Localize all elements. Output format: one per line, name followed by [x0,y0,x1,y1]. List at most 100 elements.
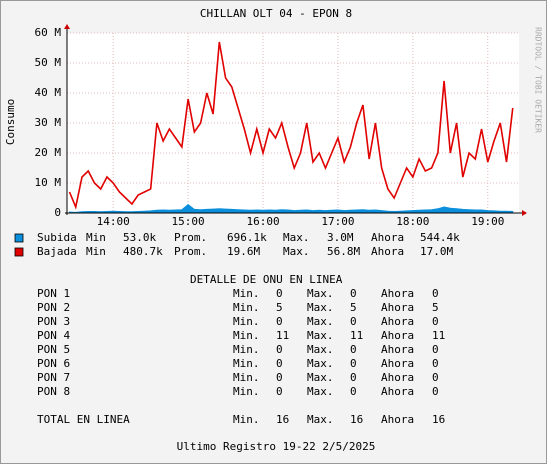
y-tick-label: 60 M [35,26,62,39]
row-value: 0 [350,385,357,398]
row-label: Ahora [381,413,414,426]
row-name: PON 8 [37,385,70,398]
row-value: 16 [350,413,363,426]
legend-stat-value: 480.7k [123,245,163,258]
row-name: PON 1 [37,287,70,300]
row-label: Min. [233,385,260,398]
row-label: Min. [233,413,260,426]
row-value: 0 [432,343,439,356]
row-value: 11 [432,329,445,342]
legend-stat-value: 544.4k [420,231,460,244]
row-label: Max. [307,329,334,342]
legend-stat-value: 3.0M [327,231,354,244]
watermark: RRDTOOL / TOBI OETIKER [534,27,543,133]
row-label: Ahora [381,385,414,398]
row-value: 16 [432,413,445,426]
y-tick-label: 0 [54,206,61,219]
y-tick-label: 20 M [35,146,62,159]
row-value: 0 [432,357,439,370]
legend-label: Bajada [37,245,77,258]
row-value: 0 [276,315,283,328]
legend-stat-value: 53.0k [123,231,156,244]
row-value: 16 [276,413,289,426]
row-label: Min. [233,329,260,342]
row-label: Max. [307,385,334,398]
y-tick-label: 10 M [35,176,62,189]
x-tick-label: 15:00 [172,215,205,228]
y-axis-label: Consumo [4,99,17,145]
row-value: 0 [276,371,283,384]
x-tick-label: 16:00 [246,215,279,228]
row-label: Min. [233,287,260,300]
series-area [68,203,514,214]
row-label: Max. [307,413,334,426]
row-label: Ahora [381,343,414,356]
row-value: 0 [276,385,283,398]
row-value: 0 [276,287,283,300]
row-value: 11 [350,329,363,342]
row-value: 0 [350,287,357,300]
y-tick-label: 50 M [35,56,62,69]
row-value: 5 [432,301,439,314]
legend-stat-label: Prom. [174,231,207,244]
legend-stat-value: 19.6M [227,245,260,258]
row-label: Max. [307,343,334,356]
row-value: 11 [276,329,289,342]
legend-stat-label: Ahora [371,231,404,244]
y-tick-label: 30 M [35,116,62,129]
legend-swatch [14,247,24,257]
row-label: Ahora [381,315,414,328]
chart-title: CHILLAN OLT 04 - EPON 8 [200,7,352,20]
row-label: Max. [307,371,334,384]
x-tick-label: 18:00 [396,215,429,228]
legend-stat-label: Min [86,231,106,244]
row-label: Max. [307,287,334,300]
row-label: Min. [233,371,260,384]
footer: Ultimo Registro 19-22 2/5/2025 [177,440,376,453]
row-value: 0 [276,357,283,370]
row-label: Ahora [381,287,414,300]
row-value: 0 [432,287,439,300]
row-name: TOTAL EN LINEA [37,413,130,426]
legend-stat-value: 696.1k [227,231,267,244]
row-value: 0 [432,385,439,398]
x-axis-arrow [522,210,527,216]
series-line [68,41,514,210]
row-value: 5 [276,301,283,314]
row-value: 0 [350,357,357,370]
row-value: 5 [350,301,357,314]
row-label: Max. [307,315,334,328]
row-value: 0 [432,315,439,328]
row-name: PON 4 [37,329,70,342]
x-tick-label: 17:00 [321,215,354,228]
row-label: Max. [307,301,334,314]
row-value: 0 [276,343,283,356]
detail-title: DETALLE DE ONU EN LINEA [190,273,343,286]
row-name: PON 6 [37,357,70,370]
legend-stat-label: Ahora [371,245,404,258]
row-label: Ahora [381,329,414,342]
legend-label: Subida [37,231,77,244]
row-name: PON 7 [37,371,70,384]
row-label: Ahora [381,301,414,314]
legend-stat-label: Max. [283,231,310,244]
row-label: Min. [233,315,260,328]
row-name: PON 3 [37,315,70,328]
legend-stat-label: Min [86,245,106,258]
x-tick-label: 14:00 [97,215,130,228]
legend-stat-label: Max. [283,245,310,258]
row-label: Ahora [381,357,414,370]
legend-stat-value: 56.8M [327,245,360,258]
row-value: 0 [350,371,357,384]
row-value: 0 [350,343,357,356]
legend-stat-value: 17.0M [420,245,453,258]
row-name: PON 5 [37,343,70,356]
row-label: Min. [233,343,260,356]
legend-swatch [14,233,24,243]
row-label: Min. [233,301,260,314]
row-value: 0 [432,371,439,384]
row-label: Max. [307,357,334,370]
x-tick-label: 19:00 [471,215,504,228]
